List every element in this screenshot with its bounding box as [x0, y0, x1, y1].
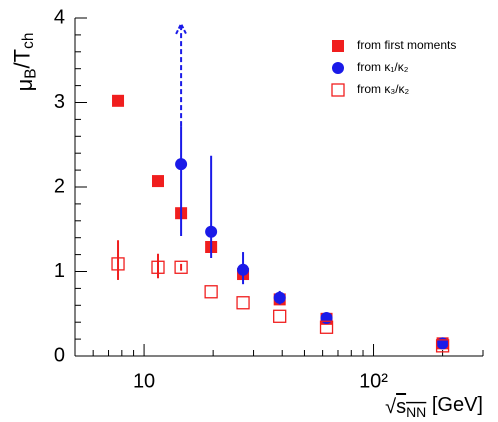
x-axis-label-part: NN [406, 404, 426, 420]
marker [112, 94, 125, 107]
marker [175, 158, 188, 171]
y-tick-label: 1 [54, 260, 65, 282]
legend-marker [331, 83, 345, 97]
legend-marker [332, 40, 344, 52]
arrow-head [175, 21, 187, 35]
y-axis-label-part: μ [12, 79, 37, 92]
y-tick-label: 4 [54, 6, 65, 28]
marker [435, 339, 450, 353]
y-tick-label: 0 [54, 344, 65, 366]
x-tick-label: 10² [359, 370, 388, 392]
y-tick-label: 3 [54, 91, 65, 113]
marker [319, 320, 334, 334]
x-axis-label-part: √ [385, 396, 396, 418]
marker [320, 311, 333, 324]
y-axis-label-part: B [22, 68, 39, 78]
y-axis-label-part: ch [20, 33, 37, 49]
marker [273, 291, 286, 304]
marker [151, 260, 165, 274]
marker [111, 257, 125, 271]
legend-label: from κ₁/κ₂ [357, 60, 409, 74]
marker [174, 260, 188, 274]
x-axis-label-part: s [396, 396, 406, 418]
legend-label: from first moments [357, 38, 456, 52]
marker [204, 285, 218, 299]
x-axis-label-part: [GeV] [426, 394, 483, 416]
y-axis-label-part: /T [10, 49, 35, 69]
x-tick-label: 10 [133, 370, 155, 392]
marker [436, 337, 449, 350]
legend-label: from κ₃/κ₂ [357, 82, 410, 96]
y-tick-label: 2 [54, 175, 65, 197]
x-axis-label: √sNN [GeV] [385, 394, 483, 419]
legend-marker [332, 62, 344, 74]
y-axis-label: μB/Tch [10, 33, 40, 92]
marker [237, 263, 250, 276]
marker [205, 225, 218, 238]
marker [273, 309, 287, 323]
marker [151, 175, 164, 188]
marker [236, 296, 250, 310]
